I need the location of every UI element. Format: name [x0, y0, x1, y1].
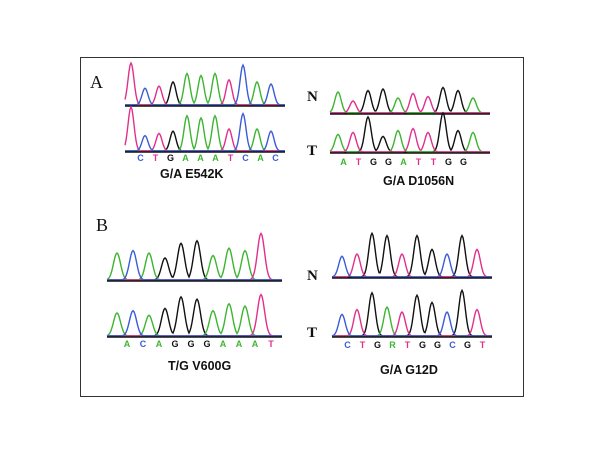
trace-line	[330, 92, 490, 114]
base-letter: T	[227, 153, 234, 163]
mutation-label-v600g: T/G V600G	[168, 359, 232, 373]
chromatogram-e542k-tumor	[124, 105, 285, 153]
trace-line	[125, 111, 285, 152]
base-letter: T	[355, 157, 362, 167]
base-letter: G	[444, 157, 452, 167]
trace-line	[107, 249, 282, 281]
base-letter: C	[449, 340, 456, 350]
base-letter: G	[187, 339, 195, 349]
base-letter: T	[268, 339, 274, 349]
trace-line	[107, 293, 282, 337]
row-label-tumor-bottom: T	[307, 325, 318, 341]
base-letter: G	[369, 157, 377, 167]
base-letter: A	[257, 153, 264, 163]
panel-label-b: B	[96, 215, 109, 235]
trace-line	[330, 127, 490, 153]
chromatogram-d1056n-tumor	[329, 111, 490, 154]
trace-line	[107, 295, 282, 337]
trace-line	[125, 72, 285, 106]
chromatogram-g12d-tumor	[331, 288, 492, 338]
trace-line	[125, 114, 285, 152]
base-letter: G	[166, 153, 174, 163]
base-letter: G	[171, 339, 179, 349]
row-label-normal-top: N	[307, 89, 318, 105]
base-letter: T	[430, 157, 437, 167]
base-letter: G	[203, 339, 211, 349]
base-letter: A	[235, 339, 243, 349]
base-letter: A	[340, 157, 347, 167]
mutation-label-e542k: G/A E542K	[160, 167, 224, 181]
base-letter: G	[463, 340, 471, 350]
base-letter: C	[137, 153, 144, 163]
trace-line	[125, 63, 285, 106]
base-letter: A	[197, 153, 204, 163]
row-label-tumor-top: T	[307, 143, 318, 159]
base-letter: C	[139, 339, 147, 349]
trace-line	[107, 309, 282, 337]
base-letter: T	[152, 153, 159, 163]
base-letter: T	[359, 340, 366, 350]
base-letter: C	[344, 340, 351, 350]
trace-line	[331, 252, 492, 278]
base-letter: G	[433, 340, 441, 350]
base-letter: A	[219, 339, 227, 349]
base-letter: G	[373, 340, 381, 350]
base-letter: A	[155, 339, 163, 349]
base-letter: C	[242, 153, 249, 163]
chromatogram-v600g-tumor	[106, 293, 282, 338]
trace-line	[107, 232, 282, 281]
base-letter: G	[418, 340, 426, 350]
mutation-label-g12d: G/A G12D	[380, 363, 438, 377]
base-letter: A	[123, 339, 131, 349]
mutation-label-d1056n: G/A D1056N	[383, 174, 455, 188]
chromatogram-d1056n-normal	[329, 86, 490, 115]
chromatogram-v600g-normal	[106, 232, 282, 282]
base-letter: T	[479, 340, 486, 350]
base-letter: G	[459, 157, 467, 167]
chromatogram-g12d-normal	[331, 231, 492, 279]
row-label-normal-bottom: N	[307, 268, 318, 284]
base-letter: G	[384, 157, 392, 167]
base-letter: R	[389, 340, 396, 350]
base-letter: A	[182, 153, 189, 163]
chromatogram-e542k-normal	[124, 61, 285, 107]
base-letter: T	[415, 157, 422, 167]
base-letter: A	[212, 153, 219, 163]
base-letter: A	[251, 339, 259, 349]
trace-line	[331, 310, 492, 337]
panel-label-a: A	[90, 72, 103, 92]
base-letter: T	[404, 340, 411, 350]
base-letter: C	[272, 153, 279, 163]
base-letter: A	[400, 157, 407, 167]
